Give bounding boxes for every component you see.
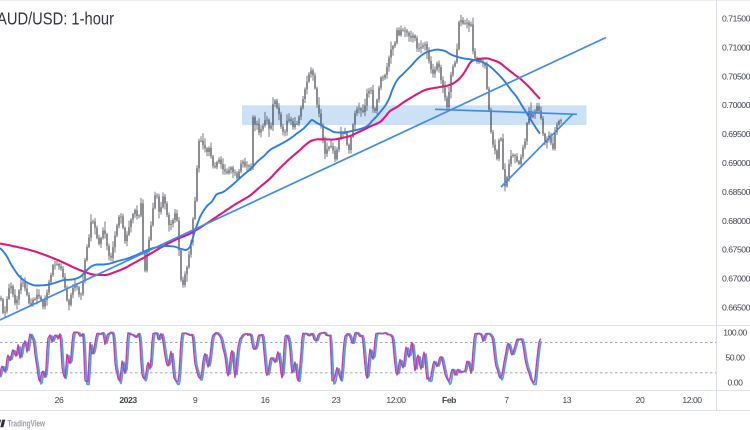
svg-text:2023: 2023 xyxy=(119,395,137,405)
svg-text:0.69500: 0.69500 xyxy=(722,129,750,139)
svg-text:TradingView: TradingView xyxy=(8,418,46,428)
svg-text:9: 9 xyxy=(193,395,198,405)
svg-text:AUD/USD: 1-hour: AUD/USD: 1-hour xyxy=(0,9,114,29)
svg-text:16: 16 xyxy=(261,395,270,405)
svg-text:0.66500: 0.66500 xyxy=(722,303,750,313)
svg-text:Feb: Feb xyxy=(442,395,456,405)
svg-text:0.69000: 0.69000 xyxy=(722,158,750,168)
svg-text:0.67500: 0.67500 xyxy=(722,245,750,255)
svg-text:13: 13 xyxy=(562,395,571,405)
svg-text:0.71500: 0.71500 xyxy=(722,14,750,24)
svg-text:7: 7 xyxy=(504,395,509,405)
svg-text:20: 20 xyxy=(636,395,645,405)
svg-text:12:00: 12:00 xyxy=(386,395,406,405)
svg-text:0.00: 0.00 xyxy=(728,378,744,388)
svg-text:12:00: 12:00 xyxy=(682,395,702,405)
svg-text:0.68000: 0.68000 xyxy=(722,216,750,226)
svg-text:0.70000: 0.70000 xyxy=(722,100,750,110)
svg-text:0.67000: 0.67000 xyxy=(722,274,750,284)
svg-text:23: 23 xyxy=(332,395,341,405)
svg-text:100.00: 100.00 xyxy=(723,328,747,338)
svg-text:50.00: 50.00 xyxy=(725,353,745,363)
svg-text:0.68500: 0.68500 xyxy=(722,187,750,197)
svg-text:0.71000: 0.71000 xyxy=(722,42,750,52)
svg-text:0.70500: 0.70500 xyxy=(722,71,750,81)
svg-text:26: 26 xyxy=(55,395,64,405)
